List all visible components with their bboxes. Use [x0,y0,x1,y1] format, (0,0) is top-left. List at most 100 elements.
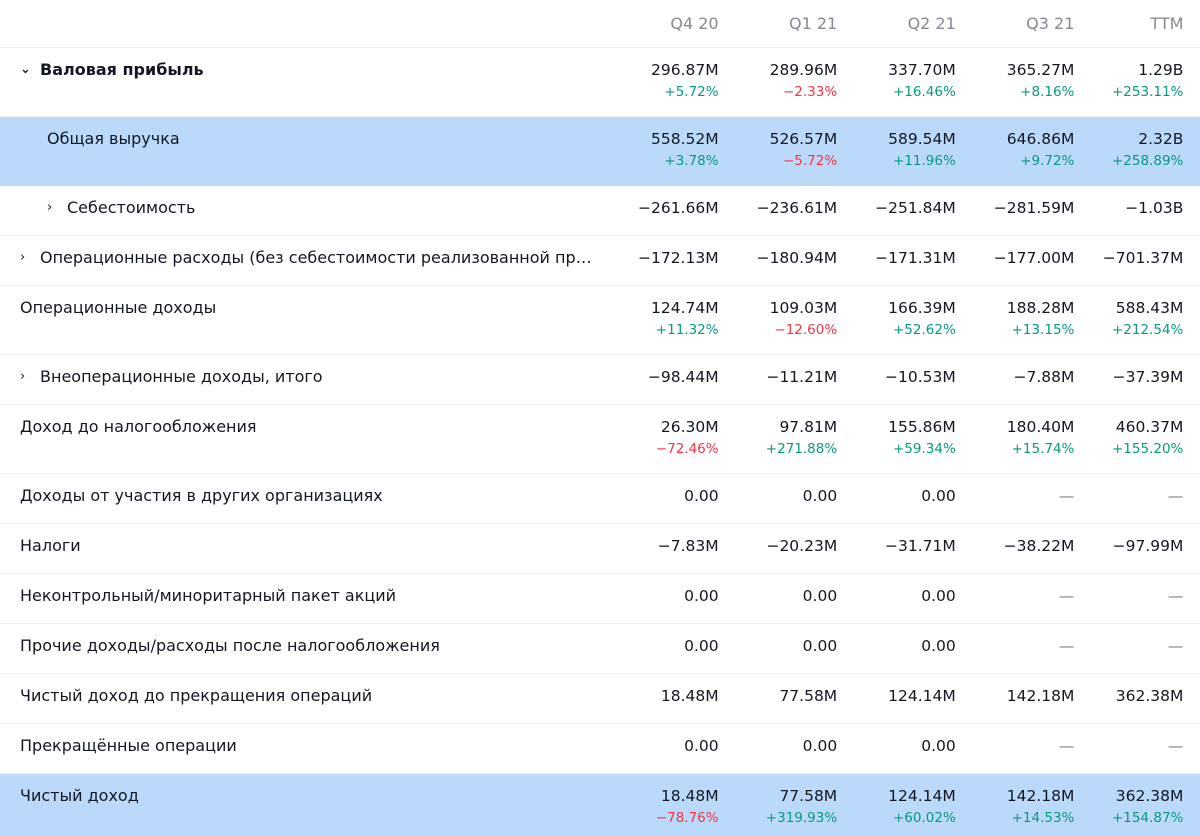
value-cell: 337.70M +16.46% [888,61,956,100]
table-row-discontinued-ops[interactable]: Прекращённые операции 0.00 0.00 0.00 — — [0,724,1200,774]
row-label[interactable]: › Операционные расходы (без себестоимост… [20,248,600,267]
table-row-net-income[interactable]: Чистый доход 18.48M −78.76% 77.58M +319.93… [0,774,1200,836]
chevron-right-icon[interactable]: › [20,369,26,384]
value-cell: −281.59M [993,199,1075,217]
value-cell: 155.86M +59.34% [888,418,956,457]
value-cell: — [1167,487,1184,505]
table-row-taxes[interactable]: Налоги −7.83M −20.23M −31.71M −38.22M −9… [0,524,1200,574]
value-cell: 166.39M +52.62% [888,299,956,338]
value-cell: 142.18M +14.53% [1006,787,1075,826]
value-cell: −171.31M [875,249,956,267]
value-cell: — [1058,587,1075,605]
value-cell: 0.00 [921,487,956,505]
column-header: TTM [1150,14,1184,33]
value-cell: 180.40M +15.74% [1006,418,1075,457]
row-label[interactable]: › Себестоимость [47,198,196,217]
row-label: Операционные доходы [20,298,217,317]
value-cell: 362.38M +154.87% [1111,787,1184,826]
value-cell: 365.27M +8.16% [1006,61,1075,100]
value-cell: 362.38M [1115,687,1184,705]
value-cell: 0.00 [802,587,838,605]
value-cell: −236.61M [756,199,838,217]
value-cell: 0.00 [684,637,719,655]
value-cell: −177.00M [993,249,1075,267]
value-cell: 0.00 [684,587,719,605]
row-label: Доходы от участия в других организациях [20,486,383,505]
row-label: Налоги [20,536,81,555]
column-header: Q4 20 [670,14,719,33]
table-row-total-revenue[interactable]: Общая выручка 558.52M +3.78% 526.57M −5.72… [0,117,1200,186]
value-cell: −172.13M [637,249,719,267]
value-cell: 0.00 [802,487,838,505]
table-row-minority-interest[interactable]: Неконтрольный/миноритарный пакет акций 0… [0,574,1200,624]
table-row-non-operating-income[interactable]: › Внеоперационные доходы, итого −98.44M … [0,355,1200,405]
table-row-operating-income[interactable]: Операционные доходы 124.74M +11.32% 109.0… [0,286,1200,355]
chevron-right-icon[interactable]: › [20,250,26,265]
value-cell: 558.52M +3.78% [650,130,719,169]
value-cell: −98.44M [647,368,719,386]
value-cell: 0.00 [684,487,719,505]
value-cell: 1.29B +253.11% [1111,61,1184,100]
value-cell: −31.71M [885,537,956,555]
value-cell: −180.94M [756,249,838,267]
value-cell: 0.00 [802,737,838,755]
value-cell: 18.48M −78.76% [655,787,719,826]
value-cell: −20.23M [766,537,838,555]
value-cell: — [1167,637,1184,655]
value-cell: 124.74M +11.32% [650,299,719,338]
row-label: Прекращённые операции [20,736,237,755]
value-cell: −38.22M [1003,537,1075,555]
value-cell: — [1167,587,1184,605]
table-row-gross-profit[interactable]: ⌄ Валовая прибыль 296.87M +5.72% 289.96M −… [0,48,1200,117]
table-row-pretax-income[interactable]: Доход до налогообложения 26.30M −72.46% 9… [0,405,1200,474]
value-cell: 588.43M +212.54% [1111,299,1184,338]
value-cell: 526.57M −5.72% [769,130,838,169]
table-row-other-after-tax[interactable]: Прочие доходы/расходы после налогообложе… [0,624,1200,674]
value-cell: — [1058,737,1075,755]
value-cell: 589.54M +11.96% [888,130,956,169]
row-label: Прочие доходы/расходы после налогообложе… [20,636,440,655]
value-cell: −701.37M [1102,249,1184,267]
value-cell: 0.00 [921,587,956,605]
value-cell: 2.32B +258.89% [1111,130,1184,169]
value-cell: 0.00 [921,737,956,755]
value-cell: 0.00 [921,637,956,655]
value-cell: 142.18M [1006,687,1075,705]
value-cell: — [1167,737,1184,755]
value-cell: 289.96M −2.33% [769,61,838,100]
value-cell: 188.28M +13.15% [1006,299,1075,338]
value-cell: −10.53M [885,368,956,386]
chevron-down-icon[interactable]: ⌄ [20,62,31,77]
row-label[interactable]: › Внеоперационные доходы, итого [20,367,323,386]
table-header: Q4 20 Q1 21 Q2 21 Q3 21 TTM [0,0,1200,48]
row-label[interactable]: ⌄ Валовая прибыль [20,60,204,79]
value-cell: — [1058,487,1075,505]
value-cell: −7.83M [657,537,719,555]
table-row-equity-earnings[interactable]: Доходы от участия в других организациях … [0,474,1200,524]
row-label: Общая выручка [47,129,180,148]
value-cell: 26.30M −72.46% [655,418,719,457]
value-cell: 0.00 [802,637,838,655]
value-cell: 77.58M +319.93% [765,787,838,826]
value-cell: 18.48M [660,687,719,705]
value-cell: −251.84M [875,199,956,217]
value-cell: 97.81M +271.88% [765,418,838,457]
chevron-right-icon[interactable]: › [47,200,53,215]
value-cell: 646.86M +9.72% [1006,130,1075,169]
value-cell: 296.87M +5.72% [650,61,719,100]
value-cell: −7.88M [1013,368,1075,386]
table-row-cost-of-goods[interactable]: › Себестоимость −261.66M −236.61M −251.8… [0,186,1200,236]
table-row-operating-expenses[interactable]: › Операционные расходы (без себестоимост… [0,236,1200,286]
row-label: Доход до налогообложения [20,417,257,436]
table-row-income-continuing-ops[interactable]: Чистый доход до прекращения операций 18.… [0,674,1200,724]
column-header: Q2 21 [907,14,956,33]
value-cell: −1.03B [1125,199,1184,217]
value-cell: — [1058,637,1075,655]
value-cell: 77.58M [779,687,838,705]
value-cell: −37.39M [1112,368,1184,386]
value-cell: 109.03M −12.60% [769,299,838,338]
value-cell: 0.00 [684,737,719,755]
value-cell: 460.37M +155.20% [1111,418,1184,457]
value-cell: −97.99M [1112,537,1184,555]
